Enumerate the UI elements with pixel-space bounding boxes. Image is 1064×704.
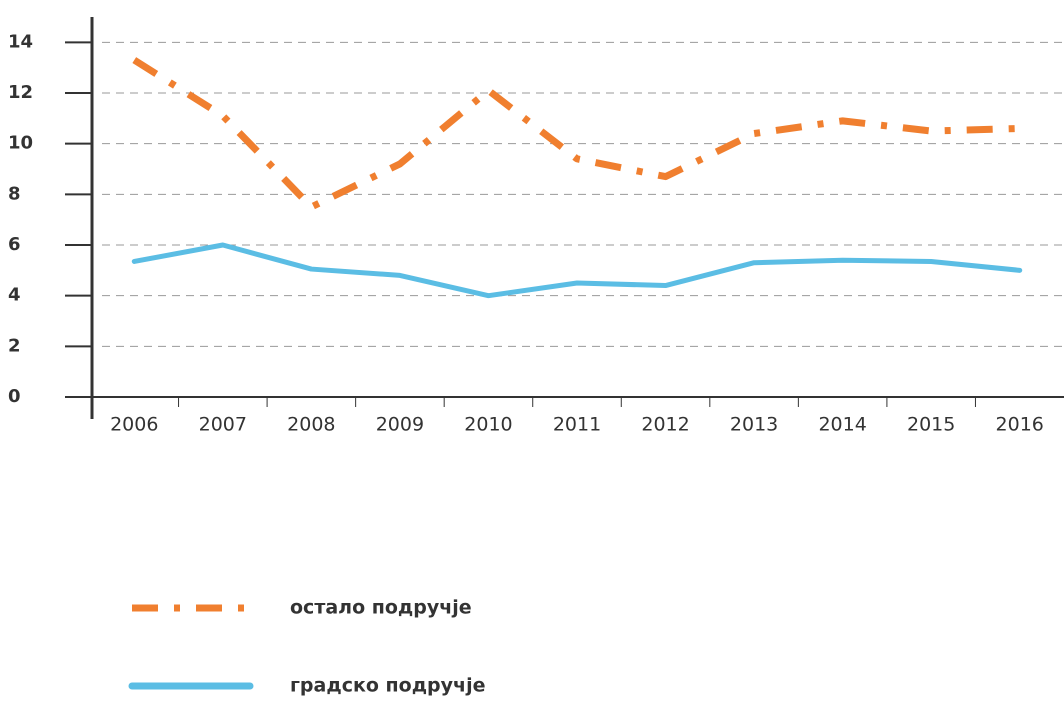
y-tick-label: 0 [8,386,21,407]
y-tick-label: 12 [8,82,33,103]
legend-label: градско подручје [290,675,485,697]
y-tick-label: 2 [8,335,21,356]
x-tick-label: 2011 [553,414,601,436]
y-tick-label: 4 [8,285,21,306]
legend-label: остало подручје [290,597,472,619]
x-tick-label: 2014 [818,414,866,436]
x-tick-label: 2010 [464,414,512,436]
x-tick-label: 2016 [996,414,1044,436]
x-tick-label: 2006 [110,414,158,436]
line [131,242,1023,299]
y-tick-label: 10 [8,133,33,154]
y-tick-label: 8 [8,183,21,204]
x-tick-label: 2007 [199,414,247,436]
y-tick-label: 6 [8,234,21,255]
line [132,57,1020,211]
x-tick-label: 2012 [641,414,689,436]
x-tick-label: 2008 [287,414,335,436]
x-tick-label: 2013 [730,414,778,436]
x-tick-label: 2015 [907,414,955,436]
x-tick-label: 2009 [376,414,424,436]
y-tick-label: 14 [8,31,33,52]
